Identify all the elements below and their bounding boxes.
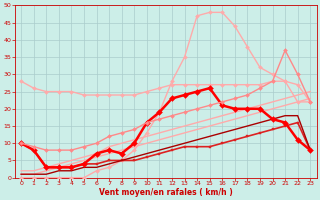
X-axis label: Vent moyen/en rafales ( km/h ): Vent moyen/en rafales ( km/h ) xyxy=(99,188,233,197)
